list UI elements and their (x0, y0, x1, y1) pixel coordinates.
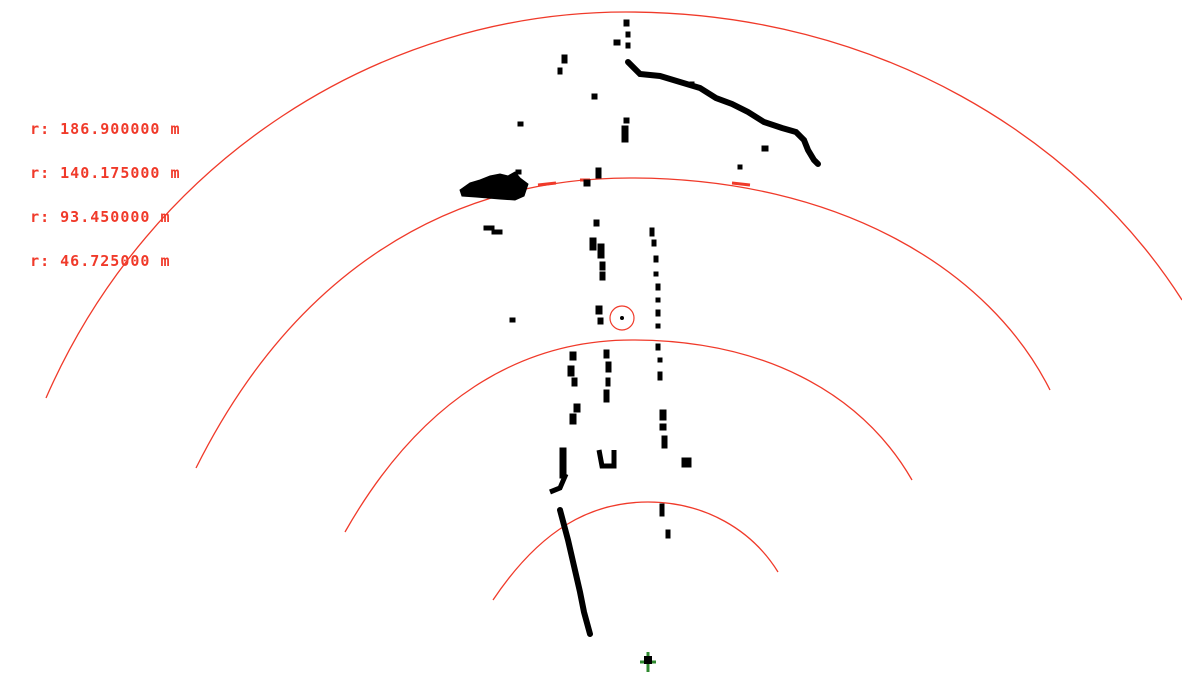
point (613, 39, 621, 46)
point (661, 435, 668, 449)
range-label-text: r: 186.900000 m (30, 120, 181, 138)
point (599, 261, 606, 271)
point (515, 169, 522, 175)
point (659, 409, 667, 421)
point (621, 125, 629, 143)
point (595, 305, 603, 315)
circle-target-icon (609, 305, 635, 331)
point (657, 371, 663, 381)
range-label-text: r: 46.725000 m (30, 252, 171, 270)
ring-segment-left (537, 181, 557, 187)
point (657, 357, 663, 363)
point (491, 229, 503, 235)
range-ring-2 (344, 339, 913, 533)
range-rings (45, 11, 1182, 601)
range-label-ring-3: r: 140.175000 m (10, 146, 181, 182)
point-cloud (459, 19, 821, 637)
point (597, 317, 604, 325)
point (583, 179, 591, 187)
point (655, 323, 661, 329)
range-label-ring-outer: r: 186.900000 m (10, 102, 181, 138)
point (623, 117, 630, 124)
point (625, 31, 631, 38)
point (681, 457, 692, 468)
point (569, 351, 577, 361)
point (653, 255, 659, 263)
point (559, 447, 567, 479)
point (593, 219, 600, 227)
object-cluster (596, 449, 617, 469)
range-label-ring-2: r: 93.450000 m (10, 190, 171, 226)
point (659, 423, 667, 431)
wall-segment (625, 59, 821, 167)
point (665, 529, 671, 539)
point (517, 121, 524, 127)
point (483, 225, 495, 231)
point (571, 377, 578, 387)
point (573, 403, 581, 413)
point (653, 271, 659, 277)
point (761, 145, 769, 152)
range-ring-inner (492, 501, 779, 601)
point (737, 164, 743, 170)
point (605, 377, 611, 387)
point (557, 67, 563, 75)
point (509, 317, 516, 323)
point (605, 361, 612, 373)
range-ring-3 (195, 177, 1051, 469)
point (603, 349, 610, 359)
point (655, 309, 661, 317)
point (623, 19, 630, 27)
range-label-text: r: 140.175000 m (30, 164, 181, 182)
point (569, 413, 577, 425)
ring-segment-right (731, 181, 751, 187)
range-label-ring-inner: r: 46.725000 m (10, 234, 171, 270)
object-cluster (549, 473, 569, 495)
point (659, 503, 665, 517)
point (625, 42, 631, 49)
wall-segment (557, 507, 593, 637)
point (597, 243, 605, 259)
point (561, 54, 568, 64)
ring-highlight-segments (537, 178, 751, 187)
range-ring-outer (45, 11, 1182, 399)
point (655, 283, 661, 291)
sensor-origin-icon (640, 652, 656, 672)
point (589, 237, 597, 251)
point (655, 343, 661, 351)
point (603, 389, 610, 403)
object-cluster (459, 171, 529, 201)
point (599, 271, 606, 281)
point (595, 167, 602, 179)
point (655, 297, 661, 303)
point (567, 365, 575, 377)
point (591, 93, 598, 100)
point (689, 81, 695, 87)
point (651, 239, 657, 247)
point (649, 227, 655, 237)
range-label-text: r: 93.450000 m (30, 208, 171, 226)
